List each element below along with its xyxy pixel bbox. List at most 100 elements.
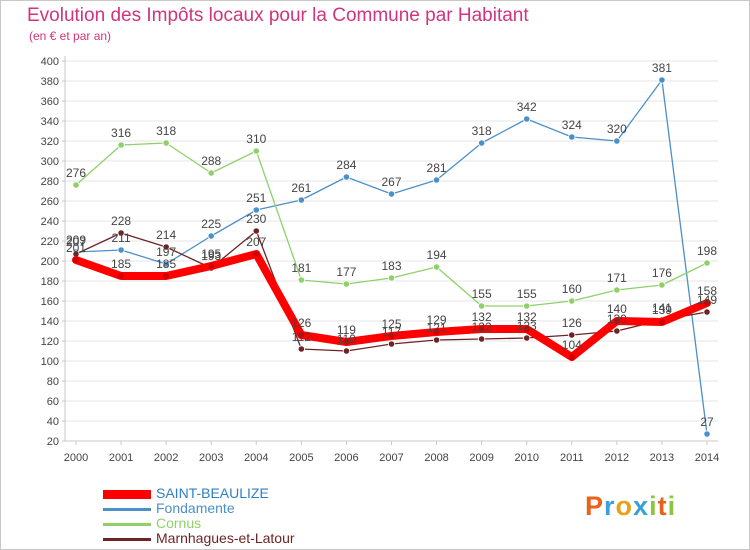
value-label-marnhagues-et-latour: 122 — [472, 320, 492, 334]
y-tick-label: 300 — [41, 156, 59, 168]
value-label-cornus: 198 — [697, 244, 717, 258]
value-label-saint-beaulize: 129 — [427, 313, 447, 327]
data-point-saint-beaulize — [118, 273, 125, 279]
data-point-marnhagues-et-latour — [342, 347, 351, 355]
y-tick-label: 40 — [47, 416, 59, 428]
y-tick-label: 80 — [47, 376, 59, 388]
y-tick-label: 360 — [41, 96, 59, 108]
value-label-fondamente: 342 — [517, 100, 537, 114]
y-tick-label: 120 — [41, 336, 59, 348]
x-tick-label: 2002 — [154, 452, 178, 464]
logo-letter: i — [649, 491, 658, 521]
data-point-saint-beaulize — [704, 300, 710, 306]
value-label-marnhagues-et-latour: 123 — [517, 319, 537, 333]
y-tick-label: 260 — [41, 196, 59, 208]
value-label-cornus: 171 — [607, 271, 627, 285]
logo-letter: i — [667, 491, 677, 521]
data-point-marnhagues-et-latour — [252, 227, 260, 235]
x-tick-label: 2014 — [695, 452, 719, 464]
y-tick-label: 20 — [47, 436, 59, 448]
value-label-fondamente: 284 — [336, 158, 356, 172]
legend-swatch — [103, 523, 151, 526]
y-tick-label: 400 — [41, 56, 59, 68]
data-point-saint-beaulize — [658, 319, 665, 325]
value-label-marnhagues-et-latour: 141 — [652, 301, 672, 315]
data-point-cornus — [207, 169, 215, 177]
data-point-saint-beaulize — [298, 332, 305, 338]
value-label-marnhagues-et-latour: 110 — [337, 332, 356, 346]
chart-subtitle: (en € et par an) — [29, 29, 112, 43]
value-label-marnhagues-et-latour: 126 — [562, 316, 582, 330]
logo-letter: x — [633, 491, 650, 521]
data-point-fondamente — [207, 232, 215, 240]
value-label-cornus: 177 — [336, 265, 356, 279]
y-tick-label: 140 — [41, 316, 59, 328]
value-label-cornus: 318 — [156, 124, 176, 138]
value-label-marnhagues-et-latour: 207 — [66, 235, 86, 249]
y-tick-label: 180 — [41, 276, 59, 288]
chart-title: Evolution des Impôts locaux pour la Comm… — [27, 5, 529, 26]
data-point-marnhagues-et-latour — [162, 243, 170, 251]
y-tick-label: 100 — [41, 356, 59, 368]
legend-label: Cornus — [156, 515, 202, 531]
data-point-marnhagues-et-latour — [703, 308, 711, 316]
value-label-marnhagues-et-latour: 121 — [427, 321, 447, 335]
x-tick-label: 2009 — [469, 452, 493, 464]
value-label-cornus: 176 — [652, 266, 672, 280]
data-point-marnhagues-et-latour — [432, 336, 441, 344]
value-label-cornus: 194 — [427, 248, 447, 262]
series-lines — [72, 76, 711, 438]
value-label-saint-beaulize: 140 — [607, 302, 627, 316]
x-tick-label: 2004 — [244, 452, 268, 464]
value-label-saint-beaulize: 185 — [156, 257, 176, 271]
value-label-fondamente: 197 — [156, 245, 176, 259]
data-point-saint-beaulize — [613, 318, 620, 324]
value-label-saint-beaulize: 207 — [246, 235, 266, 249]
value-label-cornus: 183 — [381, 259, 401, 273]
value-label-cornus: 310 — [246, 132, 266, 146]
data-point-saint-beaulize — [163, 273, 170, 279]
x-tick-label: 2008 — [424, 452, 448, 464]
value-label-saint-beaulize: 104 — [562, 338, 582, 352]
y-tick-label: 340 — [41, 116, 59, 128]
y-tick-label: 380 — [41, 76, 59, 88]
data-point-marnhagues-et-latour — [478, 335, 486, 343]
data-point-cornus — [72, 181, 80, 189]
data-point-saint-beaulize — [73, 257, 79, 263]
data-point-cornus — [613, 286, 621, 294]
value-label-fondamente: 261 — [291, 181, 311, 195]
data-point-cornus — [162, 139, 170, 147]
value-label-saint-beaulize: 132 — [472, 310, 492, 324]
data-point-saint-beaulize — [568, 354, 575, 360]
value-label-fondamente: 320 — [607, 122, 627, 136]
y-tick-label: 220 — [41, 236, 59, 248]
x-tick-label: 2007 — [379, 452, 403, 464]
value-label-saint-beaulize: 119 — [337, 323, 356, 337]
value-label-marnhagues-et-latour: 117 — [382, 325, 401, 339]
x-tick-label: 2001 — [109, 452, 133, 464]
value-label-fondamente: 267 — [381, 175, 401, 189]
value-label-saint-beaulize: 158 — [697, 284, 717, 298]
data-point-cornus — [297, 276, 305, 284]
data-point-cornus — [117, 141, 125, 149]
value-label-cornus: 316 — [111, 126, 131, 140]
data-point-cornus — [658, 281, 666, 289]
value-label-saint-beaulize: 139 — [652, 303, 672, 317]
value-label-cornus: 181 — [291, 261, 311, 275]
data-point-marnhagues-et-latour — [117, 229, 125, 237]
value-label-saint-beaulize: 132 — [517, 310, 537, 324]
data-point-cornus — [523, 302, 531, 310]
value-label-marnhagues-et-latour: 230 — [246, 212, 266, 226]
data-point-fondamente — [297, 196, 305, 204]
data-point-cornus — [432, 263, 441, 271]
value-label-fondamente: 324 — [562, 118, 582, 132]
value-label-fondamente: 209 — [66, 233, 86, 247]
data-point-saint-beaulize — [253, 251, 260, 257]
x-tick-label: 2003 — [199, 452, 223, 464]
data-point-fondamente — [117, 246, 125, 254]
value-label-marnhagues-et-latour: 149 — [697, 293, 717, 307]
value-label-fondamente: 225 — [201, 217, 221, 231]
x-tick-label: 2013 — [650, 452, 674, 464]
value-label-saint-beaulize: 185 — [111, 257, 131, 271]
